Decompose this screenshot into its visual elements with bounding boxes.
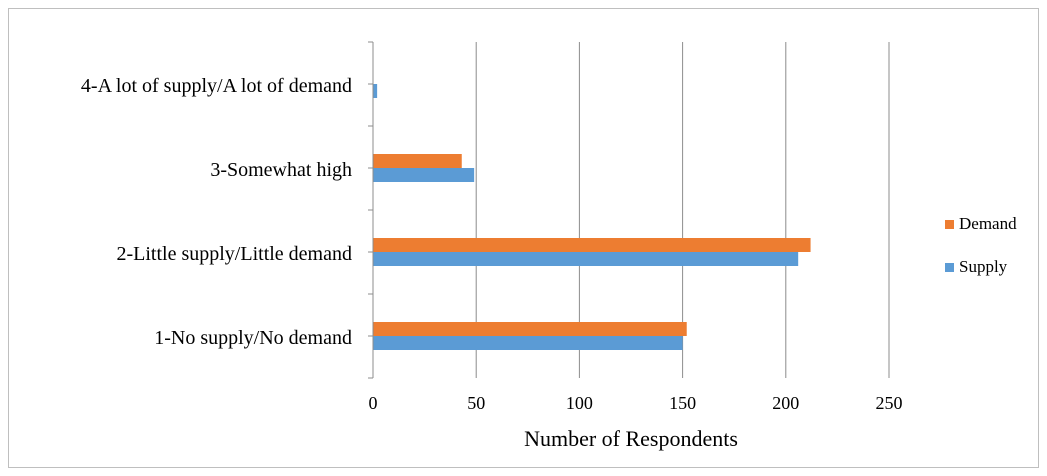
bar-supply [373,252,799,266]
tick-labels: 0 50 100 150 200 250 [369,393,903,413]
bar-demand [373,322,687,336]
x-tick-label: 0 [369,393,378,413]
x-axis-title: Number of Respondents [524,426,738,451]
x-tick-label: 100 [566,393,593,413]
bar-demand [373,238,811,252]
legend: Demand Supply [945,214,1017,276]
category-label: 4-A lot of supply/A lot of demand [81,75,352,97]
category-label: 1-No supply/No demand [154,327,352,349]
legend-label: Supply [959,257,1008,276]
x-tick-label: 50 [467,393,485,413]
bar-supply [373,84,378,98]
bar-demand [373,154,462,168]
x-tick-label: 250 [876,393,903,413]
legend-label: Demand [959,214,1017,233]
x-tick-label: 200 [772,393,799,413]
legend-swatch [945,220,954,229]
category-labels: 1-No supply/No demand 2-Little supply/Lit… [81,75,352,349]
axes [368,41,374,379]
bar-supply [373,336,683,350]
legend-swatch [945,263,954,272]
x-tick-label: 150 [669,393,696,413]
bars [373,84,811,350]
bar-supply [373,168,475,182]
category-label: 2-Little supply/Little demand [116,243,352,265]
category-label: 3-Somewhat high [210,159,352,181]
